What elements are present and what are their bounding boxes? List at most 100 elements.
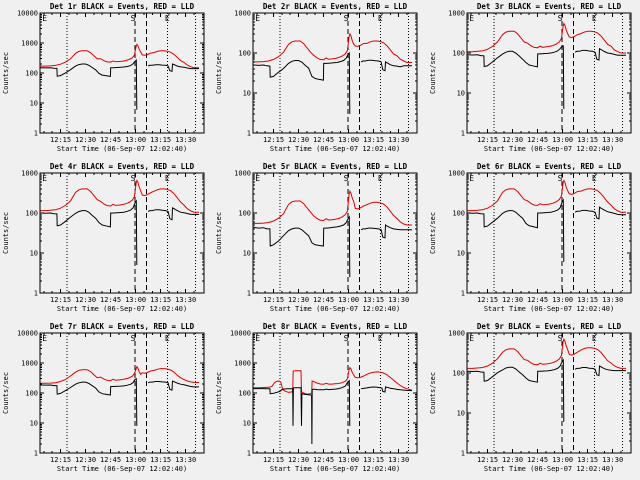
plot-title: Det 2r BLACK = Events, RED = LLD xyxy=(263,2,408,11)
y-axis-title: Counts/sec xyxy=(215,212,223,254)
x-tick-label: 13:00 xyxy=(125,296,146,304)
x-axis-title: Start Time (06-Sep-07 12:02:40) xyxy=(270,465,400,473)
x-tick-label: 13:15 xyxy=(150,296,171,304)
event-flag-E: E xyxy=(469,14,474,23)
event-flag-S: S xyxy=(557,14,562,23)
events-rate-curve xyxy=(467,358,564,422)
x-tick-label: 12:45 xyxy=(527,136,548,144)
event-flag-E: E xyxy=(378,174,383,183)
x-tick-label: 12:30 xyxy=(288,296,309,304)
event-flag-E: E xyxy=(378,14,383,23)
x-axis-title: Start Time (06-Sep-07 12:02:40) xyxy=(57,145,187,153)
x-tick-label: 13:30 xyxy=(602,296,623,304)
plot-svg-3r: 1 10 100 1000 12:15 12:30 12:45 13:00 13:15 13:30… xyxy=(429,2,632,153)
y-axis-title: Counts/sec xyxy=(2,52,10,94)
lld-rate-curve xyxy=(40,365,200,384)
x-tick-label: 12:30 xyxy=(502,456,523,464)
y-tick-label: 100 xyxy=(452,210,465,218)
y-tick-label: 100 xyxy=(239,210,252,218)
y-tick-label: 100 xyxy=(452,50,465,58)
x-tick-label: 12:30 xyxy=(75,456,96,464)
y-tick-label: 1 xyxy=(247,449,251,457)
event-flag-E: E xyxy=(469,174,474,183)
x-tick-label: 12:45 xyxy=(100,456,121,464)
event-flag-S: S xyxy=(344,174,349,183)
lld-rate-curve xyxy=(253,189,413,226)
plot-svg-5r: 1 10 100 1000 12:15 12:30 12:45 13:00 13:15 13:30… xyxy=(215,162,418,313)
y-tick-label: 1 xyxy=(34,449,38,457)
lld-rate-curve xyxy=(40,179,199,213)
x-tick-label: 12:30 xyxy=(502,136,523,144)
y-tick-label: 1000 xyxy=(448,10,465,18)
axes-box xyxy=(466,172,632,294)
event-flag-E: E xyxy=(256,334,261,343)
y-axis-title: Counts/sec xyxy=(2,372,10,414)
lld-rate-curve xyxy=(253,32,413,64)
x-tick-label: 12:15 xyxy=(50,296,71,304)
x-tick-label: 12:15 xyxy=(477,296,498,304)
events-rate-curve xyxy=(253,215,351,278)
x-tick-label: 13:15 xyxy=(577,136,598,144)
y-tick-label: 100 xyxy=(25,390,38,398)
x-axis-title: Start Time (06-Sep-07 12:02:40) xyxy=(57,305,187,313)
event-flag-S: S xyxy=(131,14,136,23)
x-tick-label: 13:30 xyxy=(388,456,409,464)
x-axis-title: Start Time (06-Sep-07 12:02:40) xyxy=(483,305,613,313)
y-tick-label: 10 xyxy=(30,249,38,257)
x-tick-label: 13:15 xyxy=(150,136,171,144)
y-tick-label: 1 xyxy=(34,289,38,297)
axes-box xyxy=(39,332,205,454)
x-tick-label: 12:30 xyxy=(288,456,309,464)
y-tick-label: 1000 xyxy=(21,40,38,48)
plot-title: Det 7r BLACK = Events, RED = LLD xyxy=(50,322,195,331)
x-tick-label: 12:45 xyxy=(527,456,548,464)
events-rate-curve xyxy=(40,377,138,426)
y-tick-label: 1 xyxy=(247,289,251,297)
plot-title: Det 9r BLACK = Events, RED = LLD xyxy=(477,322,622,331)
x-axis-title: Start Time (06-Sep-07 12:02:40) xyxy=(270,305,400,313)
y-axis-title: Counts/sec xyxy=(2,212,10,254)
plot-title: Det 4r BLACK = Events, RED = LLD xyxy=(50,162,195,171)
y-tick-label: 100 xyxy=(452,370,465,378)
plot-svg-8r: 1 10 100 1000 10000 12:15 12:30 12:45 13:00 13:15… xyxy=(215,322,418,473)
y-tick-label: 1 xyxy=(460,129,464,137)
lld-rate-curve xyxy=(467,337,626,369)
plot-title: Det 5r BLACK = Events, RED = LLD xyxy=(263,162,408,171)
events-rate-curve xyxy=(361,59,413,72)
y-tick-label: 10000 xyxy=(17,10,38,18)
plot-title: Det 8r BLACK = Events, RED = LLD xyxy=(263,322,408,331)
x-tick-label: 13:15 xyxy=(577,456,598,464)
x-axis-title: Start Time (06-Sep-07 12:02:40) xyxy=(483,145,613,153)
events-rate-curve xyxy=(361,386,413,393)
x-tick-label: 12:15 xyxy=(50,136,71,144)
plot-svg-2r: 1 10 100 1000 12:15 12:30 12:45 13:00 13:15 13:30… xyxy=(215,2,418,153)
y-tick-label: 100 xyxy=(25,70,38,78)
y-tick-label: 1 xyxy=(34,129,38,137)
axes-box xyxy=(252,332,418,454)
axes-box xyxy=(39,172,205,294)
x-tick-label: 13:00 xyxy=(338,296,359,304)
y-tick-label: 10 xyxy=(243,89,251,97)
x-tick-label: 13:00 xyxy=(125,456,146,464)
x-tick-label: 12:15 xyxy=(50,456,71,464)
x-tick-label: 13:30 xyxy=(602,456,623,464)
event-flag-E: E xyxy=(378,334,383,343)
x-tick-label: 13:30 xyxy=(175,456,196,464)
events-rate-curve xyxy=(147,380,199,391)
x-tick-label: 12:45 xyxy=(313,136,334,144)
x-tick-label: 13:15 xyxy=(150,456,171,464)
event-flag-S: S xyxy=(131,334,136,343)
event-flag-S: S xyxy=(557,334,562,343)
x-tick-label: 13:30 xyxy=(175,136,196,144)
x-tick-label: 13:00 xyxy=(552,136,573,144)
x-tick-label: 13:00 xyxy=(338,456,359,464)
x-tick-label: 13:00 xyxy=(338,136,359,144)
y-tick-label: 1000 xyxy=(234,170,251,178)
detector-plot-6r: 1 10 100 1000 12:15 12:30 12:45 13:00 13:15 13:30… xyxy=(427,160,640,320)
y-tick-label: 10000 xyxy=(230,330,251,338)
y-tick-label: 1000 xyxy=(234,360,251,368)
y-axis-title: Counts/sec xyxy=(215,52,223,94)
y-tick-label: 100 xyxy=(25,210,38,218)
events-rate-curve xyxy=(467,45,564,109)
